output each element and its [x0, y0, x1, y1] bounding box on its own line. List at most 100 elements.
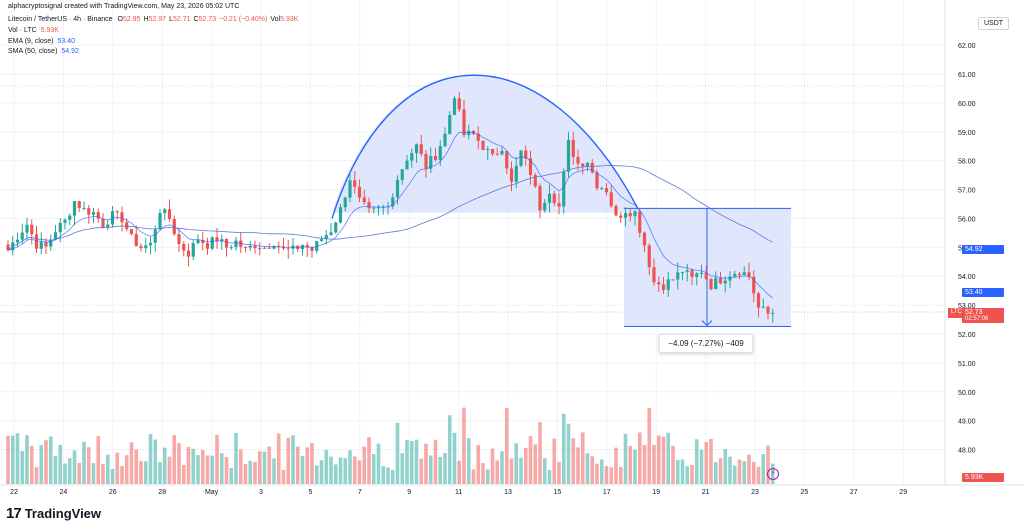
- volume-bar: [652, 444, 656, 484]
- volume-bar: [414, 439, 419, 484]
- candle-body: [106, 224, 110, 228]
- volume-bar: [262, 451, 267, 484]
- candle-body: [500, 151, 504, 155]
- cup-pattern-fill: [332, 74, 640, 213]
- volume-bar: [63, 463, 67, 484]
- volume-bar: [419, 458, 424, 484]
- volume-bar: [438, 456, 443, 484]
- time-tick-label: May: [205, 489, 219, 496]
- volume-bar: [395, 422, 400, 484]
- price-tick-label: 51.00: [958, 361, 976, 368]
- symbol-name[interactable]: Litecoin / TetherUS · 4h · Binance: [8, 16, 113, 23]
- volume-bar: [67, 458, 72, 484]
- candle-body: [505, 151, 509, 169]
- candle-body: [723, 280, 727, 284]
- volume-bar: [680, 459, 685, 484]
- sma-legend[interactable]: SMA (50, close) 54.92: [8, 48, 79, 55]
- volume-bar: [48, 436, 53, 484]
- candle-body: [457, 98, 461, 110]
- time-tick-label: 24: [60, 489, 68, 496]
- candle-body: [595, 172, 599, 189]
- candle-body: [576, 157, 580, 164]
- volume-bar: [338, 457, 343, 484]
- volume-bar: [229, 468, 234, 484]
- volume-bar: [504, 408, 509, 484]
- candle-body: [148, 242, 153, 246]
- volume-bar: [447, 415, 452, 484]
- candle-body: [419, 144, 423, 154]
- candle-body: [15, 239, 20, 243]
- price-tick-label: 62.00: [958, 43, 976, 50]
- volume-bar: [424, 443, 428, 484]
- volume-bar: [571, 438, 576, 484]
- candle-body: [243, 246, 248, 248]
- volume-bar: [647, 407, 652, 484]
- candle-body: [324, 234, 328, 240]
- ohlc-item: L52.71: [169, 16, 191, 23]
- time-tick-label: 9: [407, 489, 411, 496]
- volume-bar: [623, 433, 628, 484]
- tradingview-brand[interactable]: 17 TradingView: [6, 505, 101, 522]
- volume-bar: [718, 458, 723, 484]
- volume-bar: [348, 450, 352, 484]
- lightning-icon[interactable]: ⚡: [767, 468, 779, 480]
- ema-price-label: 53.40: [962, 288, 1004, 297]
- volume-bar: [561, 413, 566, 484]
- time-axis[interactable]: 22 24 26 28 May 3 5 7 9 11 13 15 17 19 21 23 25 27 29: [10, 489, 907, 496]
- volume-bar: [210, 455, 215, 484]
- volume-bar: [509, 458, 514, 484]
- measure-arrow-head: [701, 320, 713, 327]
- time-tick-label: 28: [158, 489, 166, 496]
- volume-bar: [243, 464, 248, 484]
- candle-body: [495, 153, 499, 155]
- volume-bar: [91, 463, 96, 484]
- candle-body: [391, 197, 395, 207]
- volume-bar: [158, 462, 162, 484]
- candle-body: [167, 209, 172, 219]
- volume-bar: [177, 443, 181, 484]
- volume-bar: [186, 446, 191, 484]
- candle-body: [58, 222, 62, 233]
- volume-bar: [115, 452, 120, 484]
- candle-body: [604, 188, 609, 193]
- candle-body: [87, 208, 91, 215]
- volume-bar: [120, 466, 124, 484]
- volume-bar: [390, 469, 395, 484]
- price-tick-label: 53.00: [958, 303, 976, 310]
- candle-body: [642, 232, 647, 246]
- candle-body: [433, 156, 438, 160]
- volume-bar: [72, 450, 77, 484]
- volume-bar: [381, 466, 386, 484]
- volume-bar: [272, 458, 276, 484]
- candle-body: [718, 278, 723, 284]
- candle-body: [685, 270, 689, 273]
- candle-body: [334, 222, 338, 233]
- volume-bar: [376, 443, 381, 484]
- currency-label[interactable]: USDT: [978, 17, 1010, 30]
- volume-bar: [124, 455, 129, 484]
- candle-body: [533, 174, 537, 187]
- volume-bars: [6, 407, 775, 484]
- volume-bar: [29, 445, 34, 484]
- candle-body: [191, 243, 195, 257]
- volume-bar: [466, 438, 471, 484]
- volume-bar: [333, 464, 338, 484]
- time-tick-label: 17: [603, 489, 611, 496]
- candle-body: [676, 272, 680, 280]
- candle-body: [286, 248, 290, 250]
- volume-bar: [367, 437, 371, 484]
- candle-body: [96, 212, 100, 219]
- volume-bar: [756, 466, 761, 484]
- ema-legend[interactable]: EMA (9, close) 53.40: [8, 38, 75, 45]
- volume-legend[interactable]: Vol · LTC 5.93K: [8, 27, 59, 34]
- price-tick-label: 49.00: [958, 419, 976, 426]
- volume-bar: [352, 456, 357, 484]
- candle-body: [728, 276, 732, 281]
- ohlc-item: C52.73: [193, 16, 217, 23]
- volume-bar: [129, 442, 134, 484]
- volume-bar: [747, 454, 751, 484]
- candle-body: [315, 241, 319, 251]
- candle-body: [319, 239, 324, 242]
- price-tick-label: 54.00: [958, 274, 976, 281]
